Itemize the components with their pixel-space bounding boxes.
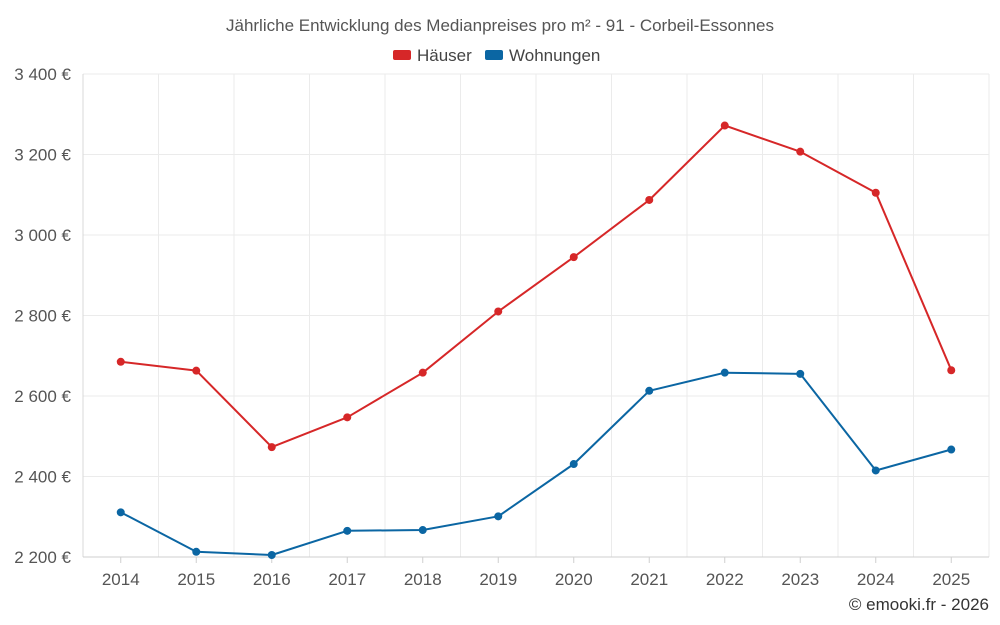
data-point-haeuser[interactable] xyxy=(569,253,578,262)
series xyxy=(116,121,956,559)
legend-swatch-haeuser xyxy=(393,50,411,60)
axes: 2 200 € 2 400 € 2 600 € 2 800 € 3 000 € 3 200… xyxy=(14,65,989,589)
x-tick-label: 2021 xyxy=(630,570,668,589)
legend-label-haeuser[interactable]: Häuser xyxy=(417,46,472,65)
legend-label-wohnungen[interactable]: Wohnungen xyxy=(509,46,600,65)
credit-text: © emooki.fr - 2026 xyxy=(849,595,989,614)
data-point-haeuser[interactable] xyxy=(796,147,805,156)
data-point-haeuser[interactable] xyxy=(720,121,729,130)
data-point-wohnungen[interactable] xyxy=(267,550,276,559)
data-point-wohnungen[interactable] xyxy=(343,526,352,535)
y-tick-label: 2 600 € xyxy=(14,387,71,406)
legend: Häuser Wohnungen xyxy=(393,46,600,65)
data-point-wohnungen[interactable] xyxy=(494,512,503,521)
x-tick-label: 2020 xyxy=(555,570,593,589)
data-point-haeuser[interactable] xyxy=(947,366,956,375)
data-point-haeuser[interactable] xyxy=(267,443,276,452)
y-tick-label: 3 400 € xyxy=(14,65,71,84)
data-point-haeuser[interactable] xyxy=(116,357,125,366)
data-point-haeuser[interactable] xyxy=(343,413,352,422)
data-point-haeuser[interactable] xyxy=(871,188,880,197)
series-line-wohnungen xyxy=(120,371,952,556)
grid xyxy=(83,73,990,558)
x-tick-label: 2018 xyxy=(404,570,442,589)
y-tick-label: 3 200 € xyxy=(14,146,71,165)
x-tick-label: 2017 xyxy=(328,570,366,589)
x-tick-label: 2024 xyxy=(857,570,895,589)
data-point-wohnungen[interactable] xyxy=(645,386,654,395)
series-line-haeuser xyxy=(120,124,953,449)
y-tick-label: 3 000 € xyxy=(14,226,71,245)
data-point-wohnungen[interactable] xyxy=(871,466,880,475)
data-point-haeuser[interactable] xyxy=(192,366,201,375)
data-point-wohnungen[interactable] xyxy=(947,445,956,454)
data-point-wohnungen[interactable] xyxy=(569,460,578,469)
chart-title: Jährliche Entwicklung des Medianpreises … xyxy=(226,16,774,35)
x-tick-label: 2014 xyxy=(102,570,140,589)
data-point-haeuser[interactable] xyxy=(418,368,427,377)
data-point-haeuser[interactable] xyxy=(494,307,503,316)
y-tick-label: 2 800 € xyxy=(14,307,71,326)
x-tick-label: 2019 xyxy=(479,570,517,589)
legend-swatch-wohnungen xyxy=(485,50,503,60)
x-tick-label: 2023 xyxy=(781,570,819,589)
data-point-wohnungen[interactable] xyxy=(418,526,427,535)
data-point-wohnungen[interactable] xyxy=(720,368,729,377)
data-point-haeuser[interactable] xyxy=(645,195,654,204)
data-point-wohnungen[interactable] xyxy=(796,369,805,378)
data-point-wohnungen[interactable] xyxy=(192,547,201,556)
y-tick-label: 2 400 € xyxy=(14,468,71,487)
data-point-wohnungen[interactable] xyxy=(116,508,125,517)
y-tick-label: 2 200 € xyxy=(14,548,71,567)
x-tick-label: 2022 xyxy=(706,570,744,589)
x-tick-label: 2025 xyxy=(932,570,970,589)
x-tick-label: 2016 xyxy=(253,570,291,589)
x-tick-label: 2015 xyxy=(177,570,215,589)
